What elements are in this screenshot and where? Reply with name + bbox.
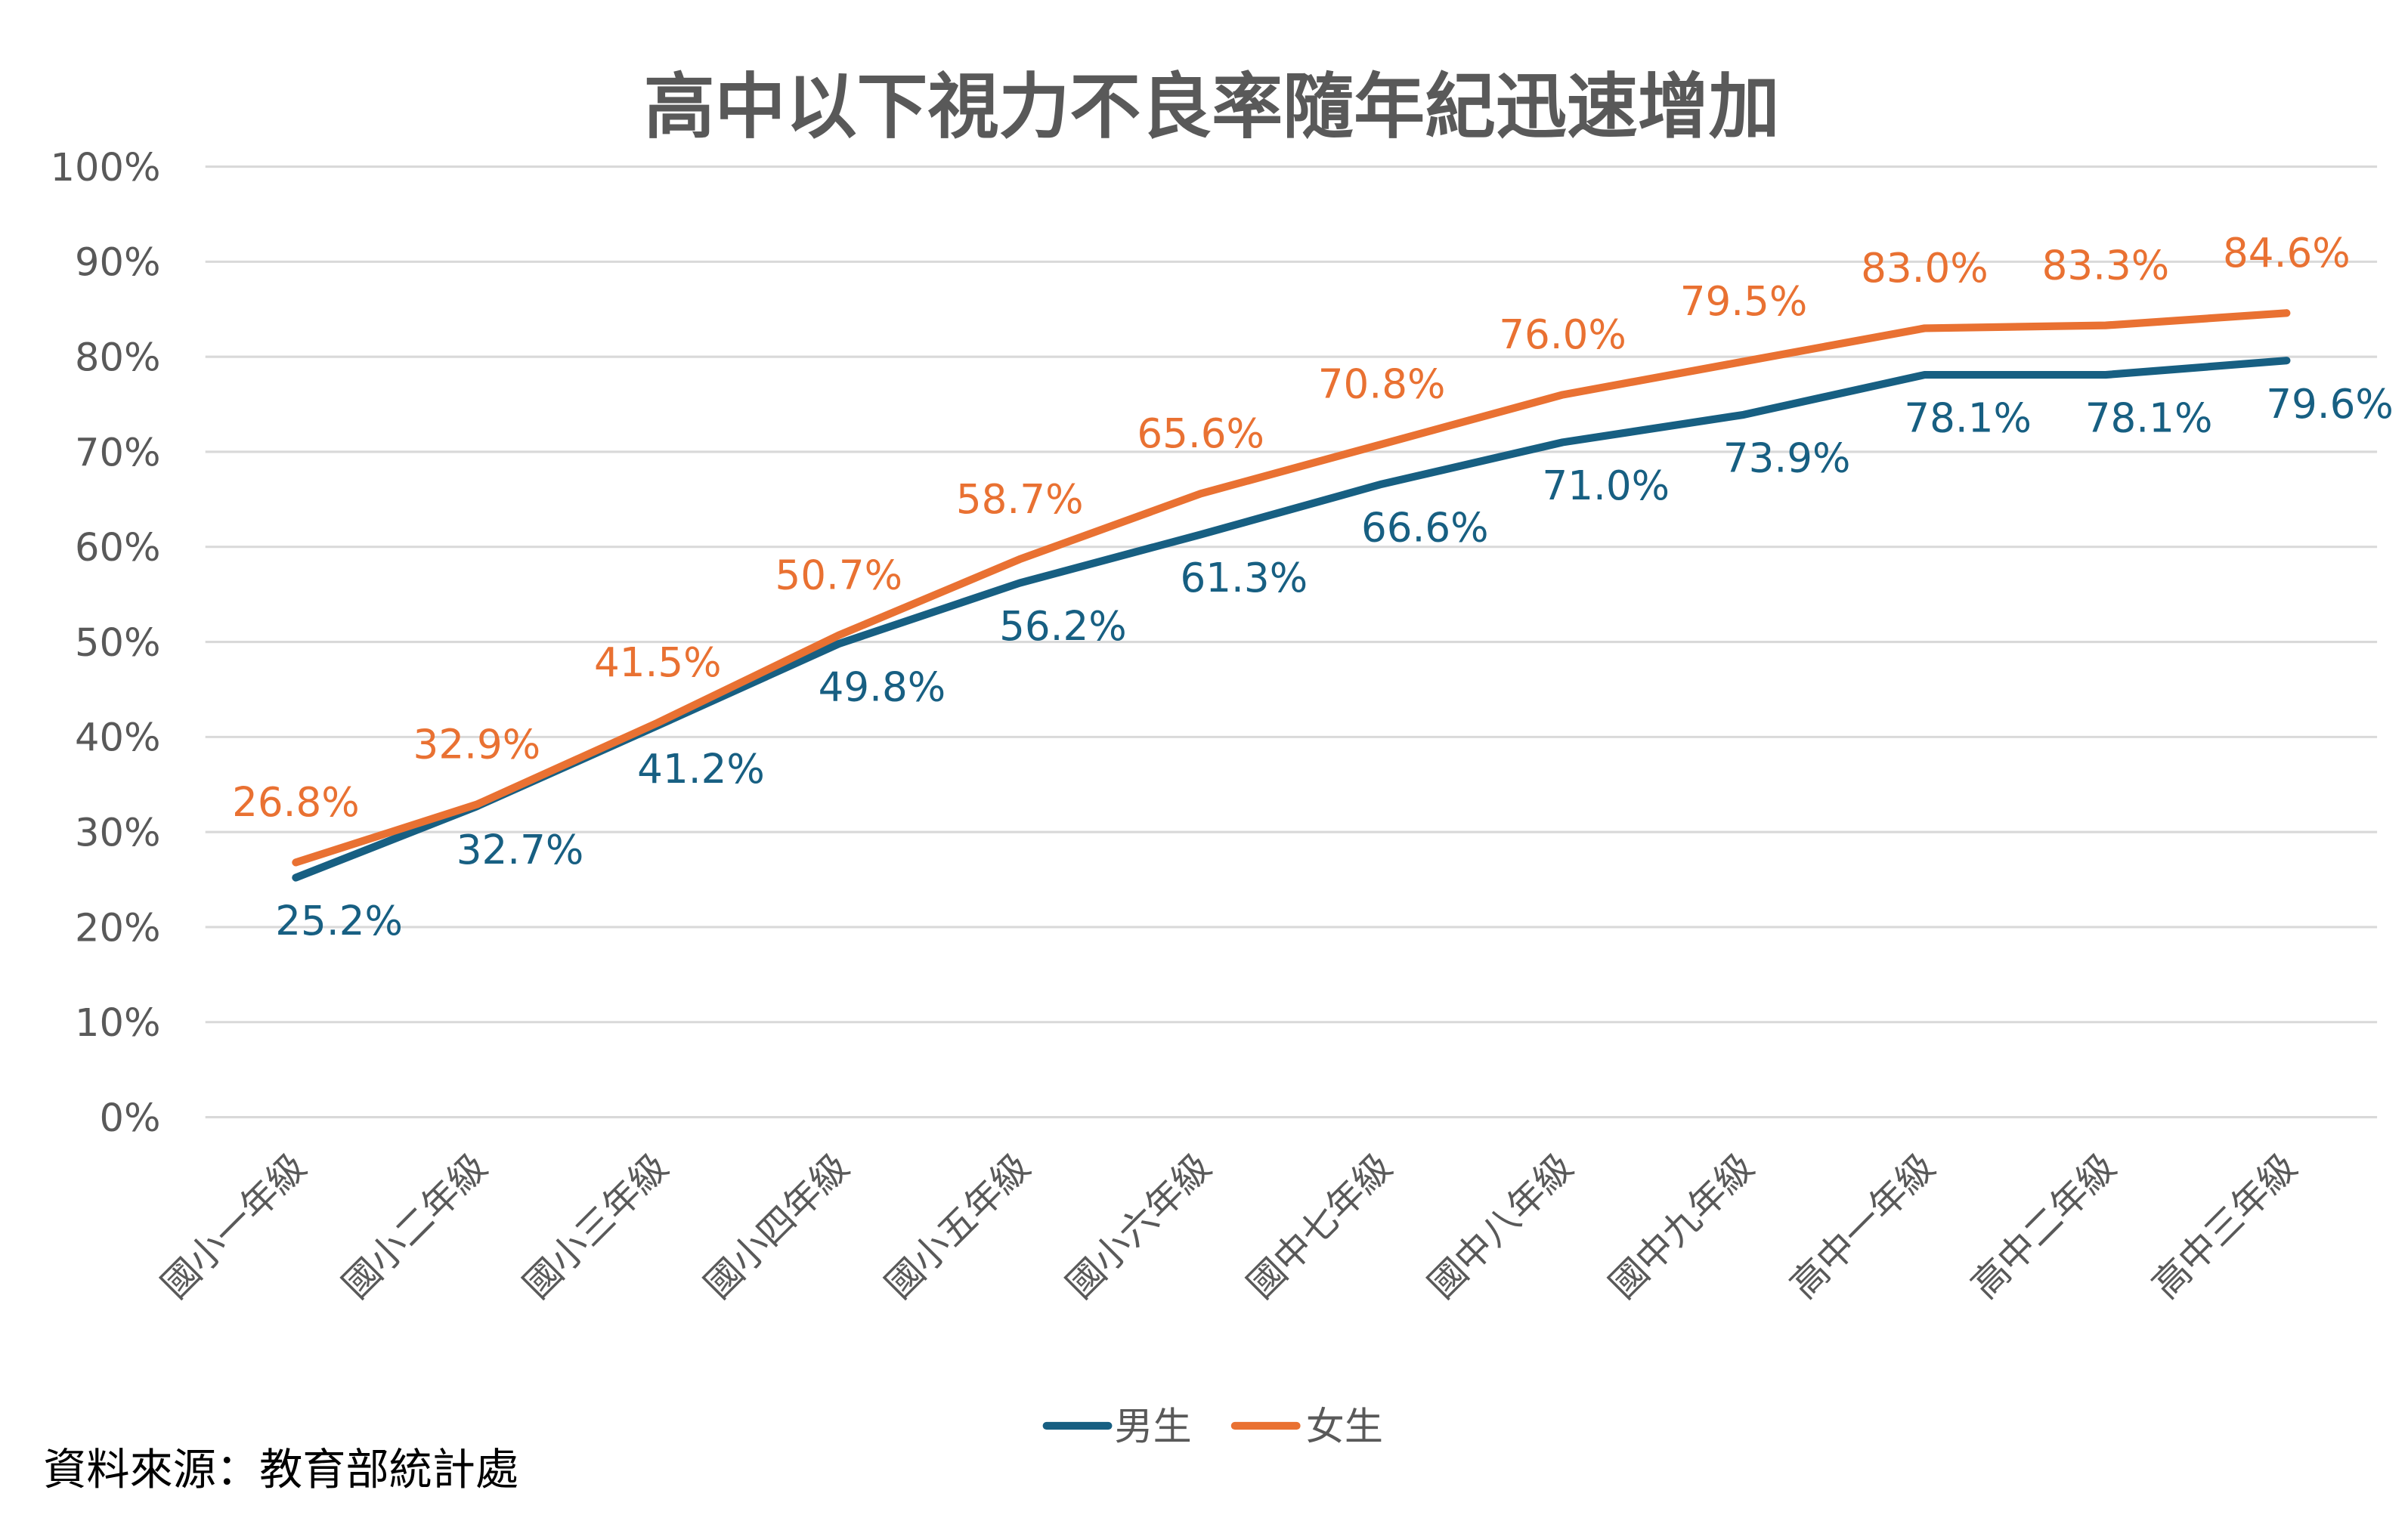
data-label: 58.7% bbox=[956, 476, 1084, 523]
y-tick-label: 60% bbox=[75, 526, 160, 570]
y-tick-label: 90% bbox=[75, 241, 160, 286]
data-label: 56.2% bbox=[999, 603, 1127, 650]
data-label: 41.5% bbox=[594, 639, 722, 686]
x-tick-label: 國小一年級 bbox=[153, 1145, 315, 1307]
data-label: 83.0% bbox=[1861, 245, 1989, 292]
y-tick-label: 80% bbox=[75, 336, 160, 381]
data-label: 79.5% bbox=[1680, 278, 1808, 325]
legend-label-female: 女生 bbox=[1306, 1405, 1383, 1449]
legend-label-male: 男生 bbox=[1115, 1405, 1192, 1449]
x-tick-label: 高中三年級 bbox=[2144, 1145, 2306, 1307]
legend: 男生 女生 bbox=[1042, 1405, 1383, 1449]
data-label: 73.9% bbox=[1723, 434, 1851, 481]
data-label: 84.6% bbox=[2223, 230, 2351, 277]
data-label: 32.7% bbox=[457, 827, 584, 873]
x-tick-label: 國中九年級 bbox=[1601, 1145, 1763, 1307]
chart-title: 高中以下視力不良率隨年紀迅速增加 bbox=[644, 66, 1780, 149]
data-label: 41.2% bbox=[637, 746, 765, 793]
x-tick-label: 高中一年級 bbox=[1782, 1145, 1944, 1307]
data-label: 76.0% bbox=[1499, 311, 1626, 358]
data-label: 71.0% bbox=[1542, 462, 1670, 509]
y-tick-label: 50% bbox=[75, 621, 160, 666]
data-label: 50.7% bbox=[775, 552, 902, 598]
x-tick-label: 高中二年級 bbox=[1963, 1145, 2125, 1307]
data-label: 61.3% bbox=[1181, 555, 1308, 601]
x-tick-label: 國小六年級 bbox=[1058, 1145, 1220, 1307]
x-tick-label: 國中八年級 bbox=[1420, 1145, 1582, 1307]
x-tick-label: 國中七年級 bbox=[1239, 1145, 1401, 1307]
y-tick-label: 100% bbox=[51, 146, 161, 190]
data-label: 32.9% bbox=[413, 721, 541, 768]
y-tick-label: 40% bbox=[75, 716, 160, 761]
x-tick-label: 國小五年級 bbox=[877, 1145, 1038, 1307]
data-label: 65.6% bbox=[1137, 410, 1264, 457]
y-tick-label: 30% bbox=[75, 812, 160, 856]
y-tick-label: 70% bbox=[75, 431, 160, 475]
x-tick-label: 國小三年級 bbox=[515, 1145, 677, 1307]
data-label: 49.8% bbox=[819, 664, 946, 711]
data-label: 78.1% bbox=[2085, 395, 2213, 442]
source-note: 資料來源：教育部統計處 bbox=[43, 1445, 518, 1495]
data-label: 70.8% bbox=[1318, 361, 1446, 408]
y-tick-label: 0% bbox=[99, 1096, 160, 1141]
data-label: 83.3% bbox=[2042, 242, 2170, 289]
data-label: 78.1% bbox=[1904, 395, 2032, 442]
data-label: 26.8% bbox=[232, 779, 360, 826]
x-tick-label: 國小四年級 bbox=[696, 1145, 858, 1307]
data-label: 66.6% bbox=[1361, 504, 1489, 551]
data-label: 79.6% bbox=[2266, 381, 2394, 428]
y-tick-label: 20% bbox=[75, 906, 160, 951]
x-tick-label: 國小二年級 bbox=[334, 1145, 496, 1307]
y-tick-label: 10% bbox=[75, 1001, 160, 1046]
series-line-female bbox=[292, 309, 2291, 867]
data-label: 25.2% bbox=[275, 898, 403, 944]
